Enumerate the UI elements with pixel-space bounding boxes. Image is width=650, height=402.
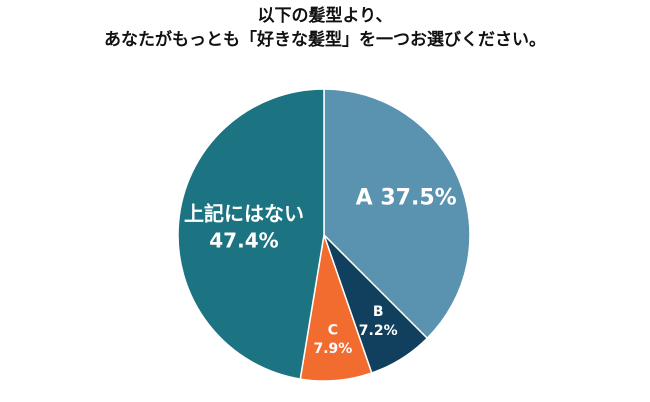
pie-slice-4 bbox=[177, 88, 325, 380]
slice-label-1: A 37.5% bbox=[356, 185, 457, 210]
pie-slices bbox=[177, 88, 471, 382]
pie-labels: A 37.5% B 7.2% C 7.9% 上記にはない 47.4% bbox=[184, 185, 457, 357]
slice-name-2: B bbox=[373, 304, 384, 320]
slice-value-4: 47.4% bbox=[209, 228, 278, 252]
pie-slice-1 bbox=[323, 88, 471, 340]
chart-title-line-1: 以下の髪型より、 bbox=[257, 6, 393, 26]
chart-title: 以下の髪型より、 あなたがもっとも「好きな髪型」を一つお選びください。 bbox=[0, 4, 650, 52]
slice-value-2: 7.2% bbox=[359, 323, 398, 339]
slice-name-4: 上記にはない bbox=[184, 201, 304, 225]
slice-value-3: 7.9% bbox=[313, 341, 352, 357]
chart-title-line-2: あなたがもっとも「好きな髪型」を一つお選びください。 bbox=[104, 30, 546, 50]
slice-name-3: C bbox=[328, 322, 338, 338]
